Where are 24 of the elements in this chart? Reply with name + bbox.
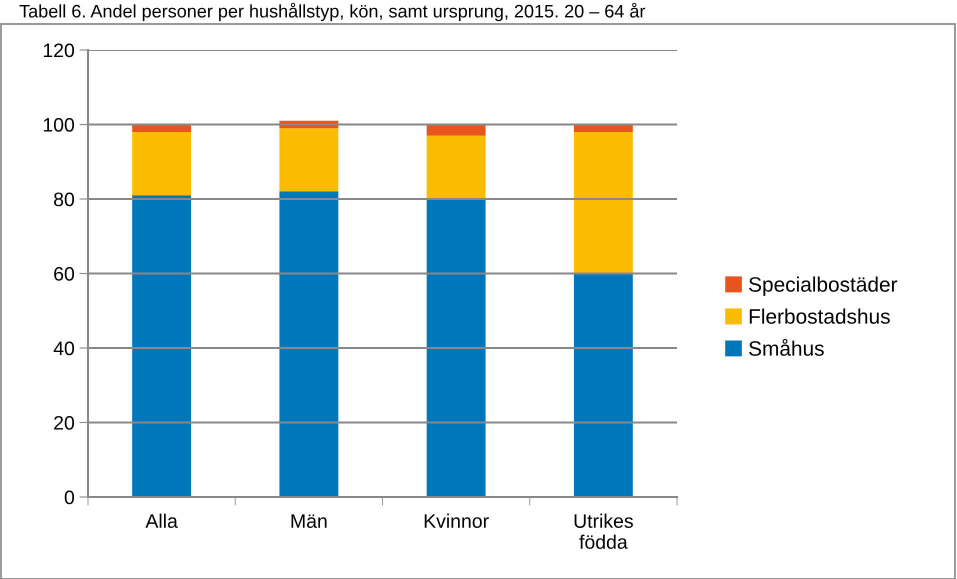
bar	[574, 132, 633, 274]
x-tick-label: Utrikes födda	[574, 514, 633, 549]
bar	[574, 274, 633, 497]
bar	[132, 195, 192, 497]
bar	[426, 199, 486, 497]
x-tick-label: Män	[292, 514, 327, 528]
legend-label: Specialbostäder	[749, 276, 898, 296]
y-tick-label: 60	[54, 266, 74, 281]
y-tick-label: 40	[54, 341, 74, 356]
bar	[426, 136, 486, 199]
y-tick-label: 80	[54, 192, 74, 206]
y-tick-label: 120	[44, 43, 74, 58]
x-tick-label: Alla	[145, 514, 178, 528]
y-tick-label: 0	[64, 490, 74, 504]
legend-label: Flerbostadshus	[750, 308, 890, 324]
legend-label: Småhus	[749, 338, 824, 356]
x-tick-label: Kvinnor	[424, 514, 489, 528]
y-tick-label: 100	[44, 118, 74, 132]
bar	[279, 128, 338, 192]
chart-title: Tabell 6. Andel personer per hushållstyp, kön, samt ursprung, 2015. 20 – 64 år	[20, 2, 646, 22]
bar	[279, 192, 338, 497]
bar	[426, 124, 486, 136]
y-tick-label: 20	[54, 416, 74, 430]
bar	[132, 132, 192, 196]
